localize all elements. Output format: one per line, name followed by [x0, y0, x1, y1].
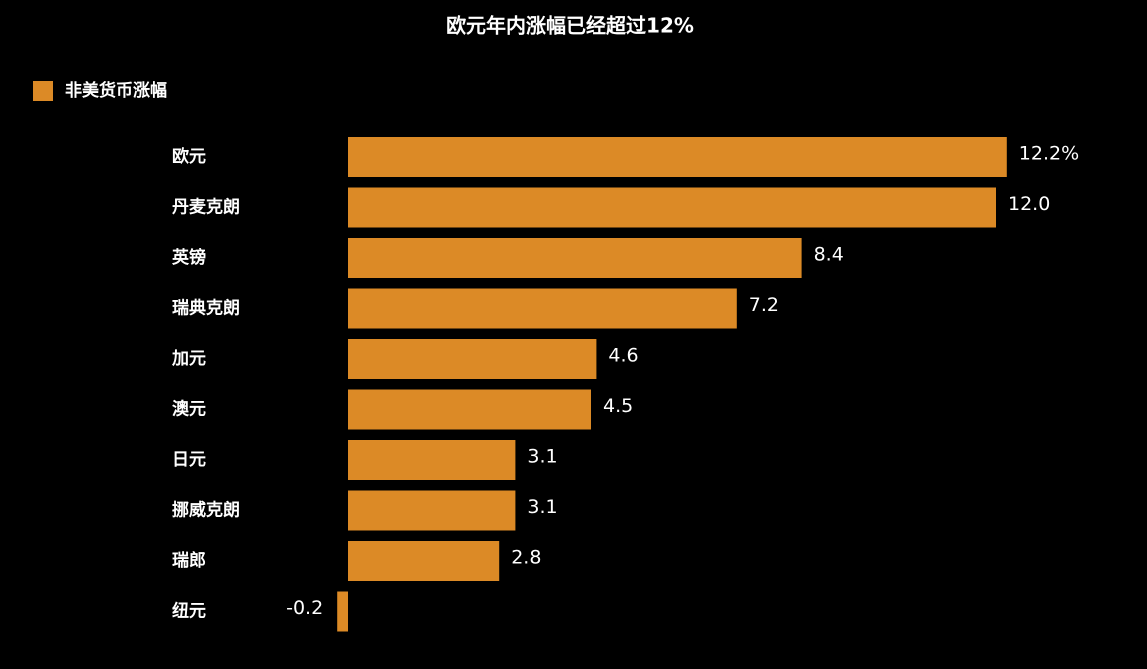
- bar: [348, 238, 802, 278]
- chart-title: 欧元年内涨幅已经超过12%: [446, 14, 694, 38]
- data-label: 3.1: [527, 446, 557, 468]
- y-tick-label: 瑞郎: [172, 550, 206, 571]
- bar: [348, 440, 516, 480]
- data-label: -0.2: [286, 597, 323, 619]
- y-tick-label: 挪威克朗: [172, 500, 240, 521]
- data-label: 7.2: [749, 294, 779, 316]
- y-tick-label: 欧元: [172, 146, 206, 167]
- data-label: 2.8: [511, 547, 541, 569]
- y-tick-label: 纽元: [172, 601, 206, 622]
- data-label: 3.1: [527, 496, 557, 518]
- bar: [348, 339, 597, 379]
- y-tick-label: 丹麦克朗: [172, 197, 240, 218]
- bar: [348, 137, 1007, 177]
- legend-label: 非美货币涨幅: [65, 80, 167, 101]
- bar: [348, 541, 500, 581]
- y-tick-label: 瑞典克朗: [172, 298, 240, 319]
- y-tick-label: 加元: [171, 349, 206, 369]
- legend-swatch: [33, 81, 53, 101]
- y-tick-label: 英镑: [172, 247, 206, 268]
- bar: [348, 288, 737, 329]
- data-label: 12.0: [1008, 193, 1050, 215]
- data-label: 8.4: [814, 244, 844, 266]
- bar: [348, 187, 996, 228]
- bar: [348, 490, 516, 531]
- data-label: 4.6: [608, 345, 638, 367]
- bar: [337, 591, 348, 632]
- y-tick-label: 澳元: [172, 399, 206, 420]
- data-label: 12.2%: [1019, 143, 1079, 165]
- y-tick-label: 日元: [172, 450, 206, 470]
- data-label: 4.5: [603, 395, 633, 417]
- bar: [348, 389, 591, 430]
